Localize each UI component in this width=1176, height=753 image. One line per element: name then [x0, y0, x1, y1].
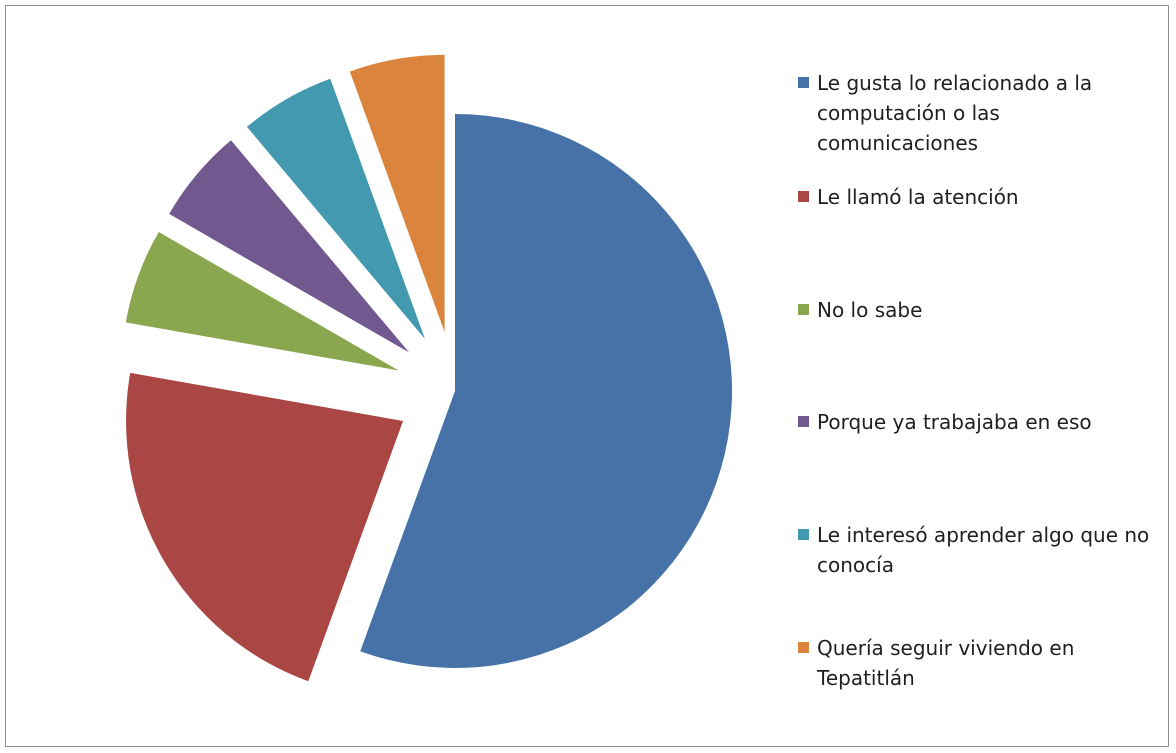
legend-swatch-computacion: [798, 77, 809, 88]
legend-item-tepatitlan: Quería seguir viviendo en Tepatitlán: [798, 633, 1176, 693]
slice-no-lo-sabe: [125, 231, 399, 371]
legend-label-tepatitlan: Quería seguir viviendo en Tepatitlán: [817, 636, 1075, 690]
legend-label-trabajaba: Porque ya trabajaba en eso: [817, 410, 1092, 434]
legend-label-aprender: Le interesó aprender algo que no conocía: [817, 523, 1150, 577]
legend-swatch-aprender: [798, 529, 809, 540]
legend-swatch-atencion: [798, 191, 809, 202]
legend-swatch-tepatitlan: [798, 642, 809, 653]
slice-trabajaba: [169, 140, 410, 353]
legend-label-atencion: Le llamó la atención: [817, 185, 1019, 209]
legend-label-computacion: Le gusta lo relacionado a la computación…: [817, 71, 1093, 155]
slice-aprender: [246, 78, 425, 340]
legend-label-no-lo-sabe: No lo sabe: [817, 298, 923, 322]
slice-atencion: [126, 372, 404, 682]
legend-swatch-no-lo-sabe: [798, 304, 809, 315]
legend-item-trabajaba: Porque ya trabajaba en eso: [798, 407, 1176, 437]
legend-swatch-trabajaba: [798, 416, 809, 427]
legend-item-computacion: Le gusta lo relacionado a la computación…: [798, 68, 1176, 158]
legend-item-aprender: Le interesó aprender algo que no conocía: [798, 520, 1176, 580]
legend-item-no-lo-sabe: No lo sabe: [798, 295, 1176, 325]
slice-computacion: [360, 114, 733, 668]
legend-item-atencion: Le llamó la atención: [798, 182, 1176, 212]
slice-tepatitlan: [349, 54, 445, 332]
